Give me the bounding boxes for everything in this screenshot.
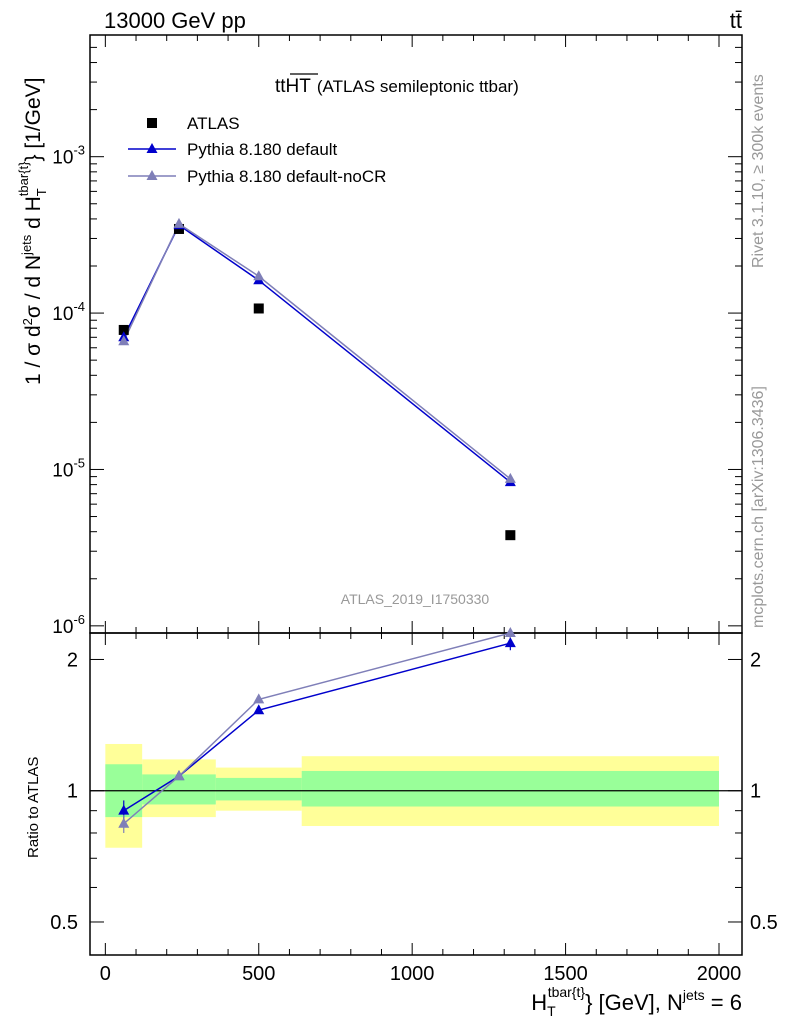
- mc-data-point-2: [253, 270, 265, 281]
- legend-atlas-marker: [147, 118, 157, 128]
- mc-data-point-2: [173, 217, 185, 228]
- ratio-band-stat: [301, 770, 719, 807]
- main-y-label: 1 / σ d2σ / d Njets d HTtbar{t}} [1/GeV]: [16, 77, 49, 385]
- title-main: ttHT: [275, 76, 311, 97]
- x-tick-label: 2000: [697, 963, 742, 985]
- main-series-line-2: [123, 222, 511, 480]
- atlas-data-point: [505, 530, 516, 541]
- atlas-data-point: [253, 303, 264, 314]
- ratio-y-tick-label-right: 0.5: [750, 912, 778, 934]
- ratio-data-point-1: [173, 770, 185, 781]
- x-tick-label: 0: [100, 963, 111, 985]
- legend-atlas-label: ATLAS: [187, 114, 240, 133]
- legend: ATLAS Pythia 8.180 default Pythia 8.180 …: [128, 114, 386, 186]
- main-y-tick-label: 10-3: [52, 143, 85, 169]
- legend-default-label: Pythia 8.180 default: [187, 140, 338, 159]
- ratio-frame: [89, 632, 743, 956]
- ratio-data-point-0: [504, 637, 516, 648]
- ratio-data-point-1: [504, 627, 516, 637]
- x-tick-label: 1000: [390, 963, 435, 985]
- main-y-tick-label: 10-6: [52, 612, 85, 638]
- mc-data-point-2: [504, 472, 516, 483]
- header-left: 13000 GeV pp: [104, 8, 246, 33]
- x-tick-label: 500: [242, 963, 275, 985]
- rivet-label: Rivet 3.1.10, ≥ 300k events: [750, 74, 767, 268]
- title-suffix: (ATLAS semileptonic ttbar): [317, 77, 519, 96]
- plot-title: ttHT (ATLAS semileptonic ttbar): [275, 76, 519, 97]
- main-y-tick-label: 10-4: [52, 299, 85, 325]
- header-right: tt̄: [730, 8, 742, 33]
- atlas-data-point: [118, 324, 129, 335]
- ratio-data-point-1: [253, 693, 265, 704]
- ratio-data-point-1: [118, 817, 130, 828]
- main-series-line-1: [123, 224, 511, 483]
- legend-nocr-label: Pythia 8.180 default-noCR: [187, 167, 386, 186]
- ratio-data-point-0: [253, 704, 265, 715]
- ratio-y-label: Ratio to ATLAS: [25, 757, 42, 858]
- ratio-y-tick-label-right: 1: [750, 781, 761, 803]
- legend-default-marker: [146, 143, 158, 153]
- ratio-y-tick-label: 1: [67, 781, 78, 803]
- mc-data-point-2: [118, 335, 130, 346]
- ratio-y-tick-label-right: 2: [750, 649, 761, 671]
- ratio-y-tick-label: 2: [67, 649, 78, 671]
- ratio-y-tick-label: 0.5: [50, 912, 78, 934]
- mcplots-label: mcplots.cern.ch [arXiv:1306.3436]: [750, 386, 767, 628]
- x-axis-label: HTtbar{t}} [GeV], Njets = 6: [531, 984, 742, 1019]
- ratio-series-line-1: [123, 632, 511, 825]
- ratio-panel: 0 500 1000 1500 2000 2 2 1 1 0.5 0.5: [50, 35, 778, 985]
- ratio-band-stat: [215, 777, 302, 801]
- analysis-id: ATLAS_2019_I1750330: [341, 591, 490, 607]
- ratio-series-line-0: [123, 642, 511, 812]
- ratio-data-point-0: [118, 804, 130, 815]
- main-y-tick-label: 10-5: [52, 455, 85, 481]
- x-tick-label: 1500: [543, 963, 588, 985]
- legend-nocr-marker: [146, 170, 158, 180]
